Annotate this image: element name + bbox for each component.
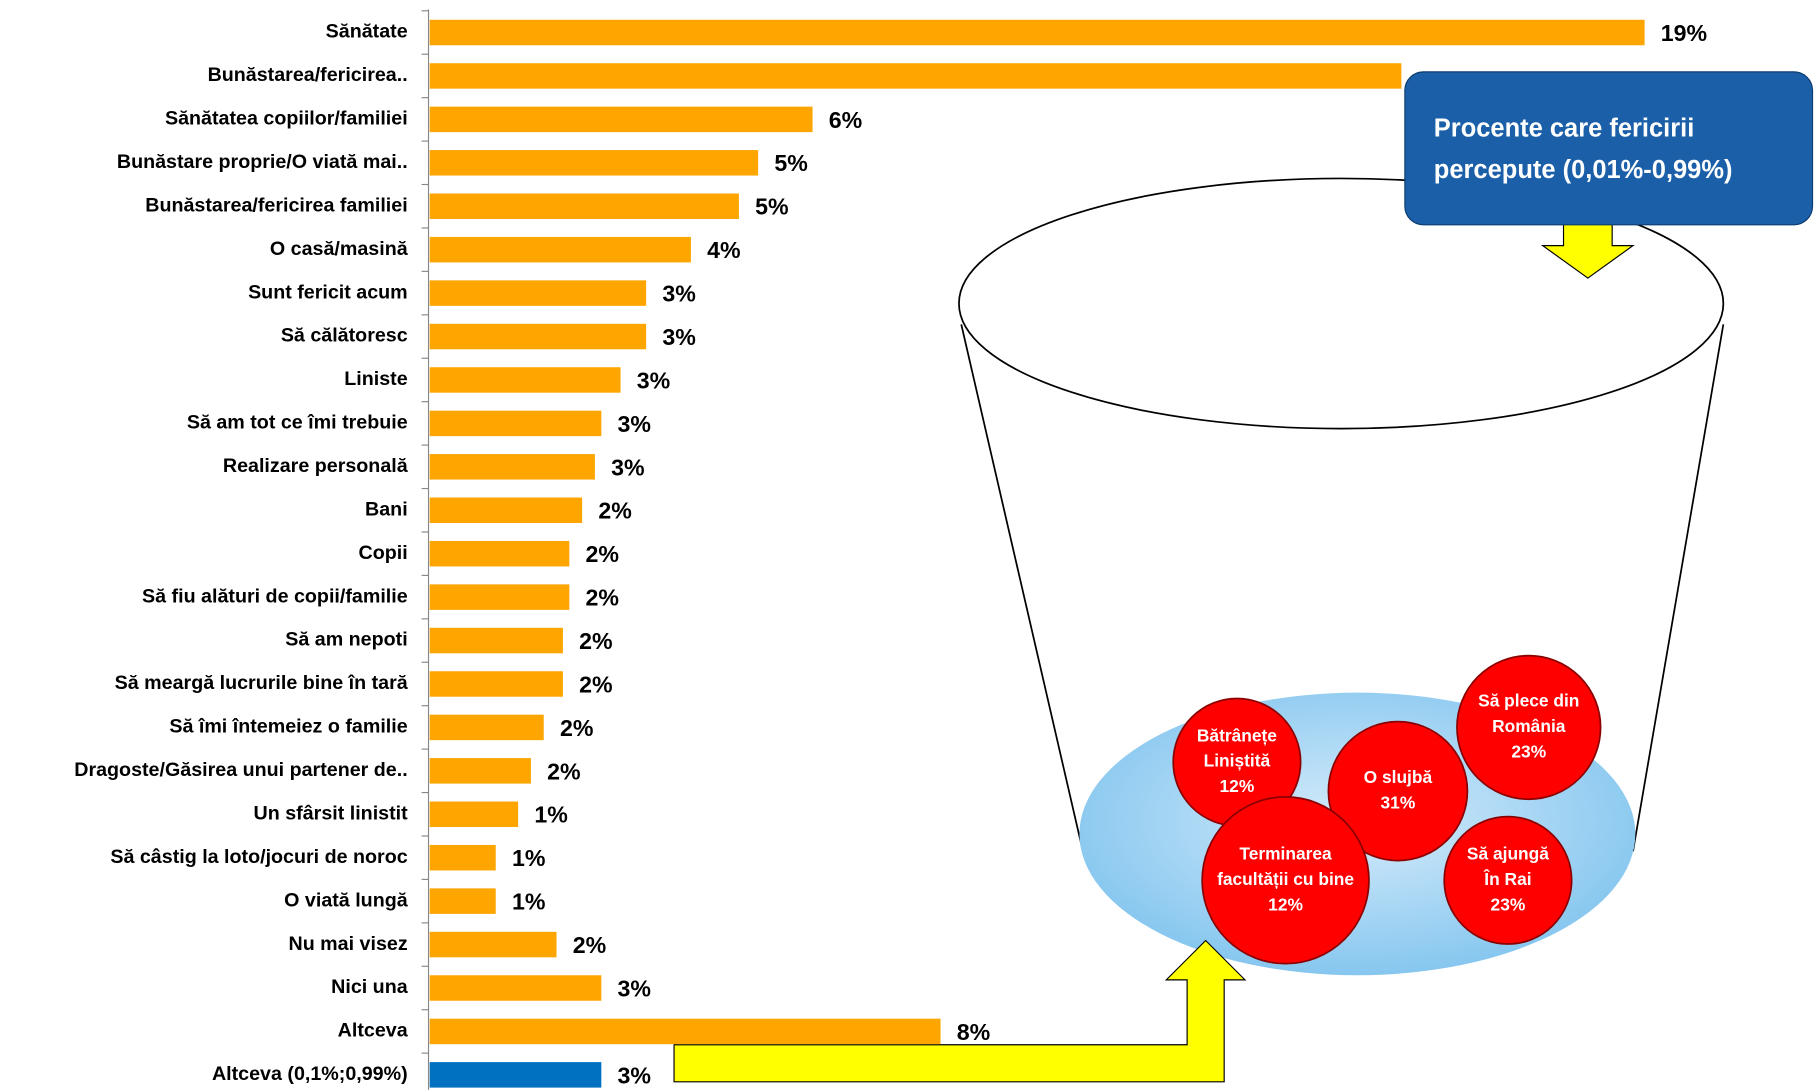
- category-label: Să am nepoti: [285, 629, 407, 651]
- bar: [430, 150, 758, 175]
- bar: [430, 498, 582, 523]
- bar: [430, 671, 563, 696]
- category-label: O casă/masină: [270, 238, 409, 260]
- value-label: 2%: [579, 671, 612, 697]
- value-label: 3%: [618, 1062, 651, 1088]
- bubble-label: În Rai: [1483, 869, 1531, 889]
- bubble-label: Să ajungă: [1467, 843, 1549, 863]
- value-label: 2%: [598, 498, 631, 524]
- value-label: 4%: [707, 237, 740, 263]
- bubble-value: 23%: [1511, 741, 1546, 761]
- bubble-value: 23%: [1491, 894, 1526, 914]
- category-label: Altceva (0,1%;0,99%): [212, 1063, 408, 1085]
- value-label: 19%: [1661, 20, 1707, 46]
- callout-text: Procente care fericirii: [1434, 115, 1694, 143]
- category-label: Să călătoresc: [281, 325, 408, 347]
- value-label: 2%: [586, 541, 619, 567]
- page: {"chart_data":{"type":"bar","orientation…: [0, 0, 1816, 1090]
- callout-text: percepute (0,01%-0,99%): [1434, 156, 1733, 184]
- value-label: 8%: [957, 1019, 990, 1045]
- bubble-value: 12%: [1268, 894, 1303, 914]
- value-label: 1%: [534, 802, 567, 828]
- category-label: Sănătatea copiilor/familiei: [165, 108, 408, 130]
- bar: [430, 932, 557, 957]
- value-label: 3%: [662, 324, 695, 350]
- category-label: Sănătate: [326, 21, 408, 43]
- bar: [430, 280, 646, 305]
- value-label: 2%: [579, 628, 612, 654]
- bubble-value: 12%: [1220, 776, 1255, 796]
- bar: [430, 888, 496, 913]
- bubble-label: Liniștită: [1204, 751, 1271, 771]
- category-label: Să am tot ce îmi trebuie: [187, 412, 408, 434]
- bubble-label: O slujbă: [1364, 767, 1433, 787]
- category-label: Bunăstare proprie/O viată mai..: [117, 151, 408, 173]
- bubble-label: Bătrânețe: [1197, 725, 1277, 745]
- value-label: 3%: [637, 367, 670, 393]
- value-label: 3%: [662, 281, 695, 307]
- value-label: 1%: [512, 889, 545, 915]
- value-label: 6%: [829, 107, 862, 133]
- bar: [430, 758, 531, 783]
- bar: [430, 411, 602, 436]
- category-label: Liniste: [344, 368, 407, 390]
- category-label: Să câstig la loto/jocuri de noroc: [110, 846, 407, 868]
- bar: [430, 975, 602, 1000]
- category-label: Bani: [365, 498, 408, 520]
- bar: [430, 454, 595, 479]
- category-label: Nici una: [331, 976, 409, 998]
- category-label: Dragoste/Găsirea unui partener de..: [74, 759, 407, 781]
- value-label: 3%: [618, 975, 651, 1001]
- category-label: Copii: [359, 542, 408, 564]
- category-label: Sunt fericit acum: [248, 281, 408, 303]
- bar: [430, 193, 739, 218]
- bubble-label: facultății cu bine: [1217, 869, 1354, 889]
- bar: [430, 1019, 941, 1044]
- bubble-label: Să plece din: [1478, 691, 1579, 711]
- value-label: 2%: [560, 715, 593, 741]
- arrow-up: [674, 941, 1245, 1082]
- value-label: 3%: [611, 454, 644, 480]
- category-label: Bunăstarea/fericirea familiei: [145, 194, 407, 216]
- bar: [430, 107, 813, 132]
- value-label: 5%: [755, 194, 788, 220]
- bar: [430, 845, 496, 870]
- category-label: Nu mai visez: [288, 933, 407, 955]
- category-label: Un sfârsit linistit: [254, 802, 409, 824]
- bar: [430, 584, 570, 609]
- category-label: Să fiu alături de copii/familie: [142, 585, 408, 607]
- bar: [430, 1062, 602, 1087]
- value-label: 2%: [573, 932, 606, 958]
- value-label: 5%: [774, 150, 807, 176]
- category-label: Bunăstarea/fericirea..: [208, 64, 408, 86]
- bar: [430, 802, 518, 827]
- chart: Sănătate 19% Bunăstarea/fericirea.. Sănătat…: [0, 0, 1816, 1090]
- bar: [430, 715, 544, 740]
- callout-box: [1405, 72, 1813, 225]
- value-label: 1%: [512, 845, 545, 871]
- value-label: 3%: [618, 411, 651, 437]
- bubble-value: 31%: [1381, 792, 1416, 812]
- bar: [430, 20, 1645, 45]
- bubble-label: Terminarea: [1239, 843, 1332, 863]
- category-label: Realizare personală: [223, 455, 409, 477]
- bar: [430, 541, 570, 566]
- value-label: 2%: [547, 758, 580, 784]
- bar: [430, 63, 1402, 88]
- bar: [430, 237, 691, 262]
- category-label: Altceva: [338, 1020, 409, 1042]
- bar: [430, 367, 621, 392]
- category-label: Să meargă lucrurile bine în tară: [115, 672, 409, 694]
- bar: [430, 324, 646, 349]
- bar: [430, 628, 563, 653]
- value-label: 2%: [586, 585, 619, 611]
- bubble-label: România: [1492, 716, 1566, 736]
- category-label: Să îmi întemeiez o familie: [169, 716, 407, 738]
- category-label: O viată lungă: [284, 889, 409, 911]
